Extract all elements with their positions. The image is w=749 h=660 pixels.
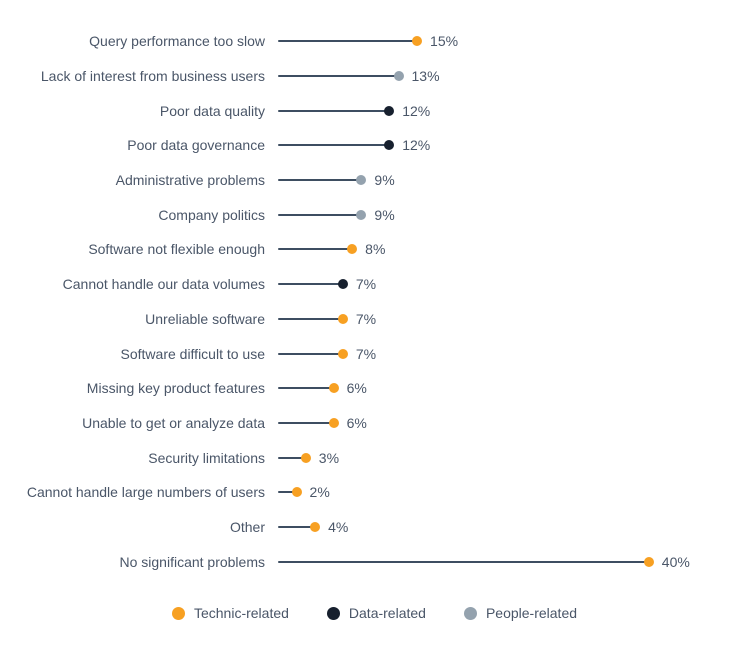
lollipop-dot-technic (300, 452, 311, 463)
lollipop-stem (278, 352, 343, 355)
category-label: Unreliable software (145, 310, 265, 327)
value-label: 7% (355, 345, 377, 362)
chart-row: Company politics 9% (0, 197, 749, 232)
lollipop-stem (278, 560, 649, 563)
lollipop-stem (278, 456, 306, 459)
value-label: 12% (402, 102, 431, 119)
chart-row: Other 4% (0, 510, 749, 545)
lollipop-dot-technic (328, 417, 339, 428)
legend-item-people: People-related (463, 605, 578, 621)
lollipop-stem (278, 40, 418, 43)
value-label: 6% (346, 414, 367, 431)
lollipop-dot-technic (337, 313, 348, 324)
value-label: 7% (355, 276, 377, 293)
legend-dot-data (326, 606, 340, 620)
chart-row: Unable to get or analyze data 6% (0, 406, 749, 441)
chart-row: Administrative problems 9% (0, 163, 749, 198)
value-label: 6% (346, 380, 367, 397)
chart-row: Cannot handle our data volumes 7% (0, 267, 749, 302)
value-label: 3% (318, 449, 340, 466)
lollipop-dot-technic (291, 487, 302, 498)
chart-row: Unreliable software 7% (0, 302, 749, 337)
lollipop-stem (278, 317, 343, 320)
legend-item-data: Data-related (326, 605, 426, 621)
chart-row: Security limitations 3% (0, 440, 749, 475)
lollipop-stem (278, 213, 362, 216)
value-label: 8% (365, 241, 386, 258)
chart-legend: Technic-related Data-related People-relate… (0, 605, 749, 621)
lollipop-dot-technic (412, 36, 423, 47)
lollipop-dot-technic (643, 556, 654, 567)
category-label: Poor data quality (159, 102, 265, 119)
category-label: Software difficult to use (120, 345, 265, 362)
lollipop-dot-technic (328, 383, 339, 394)
lollipop-dot-people (356, 209, 367, 220)
lollipop-dot-people (356, 175, 367, 186)
lollipop-stem (278, 283, 343, 286)
value-label: 2% (309, 484, 330, 501)
category-label: Company politics (158, 206, 265, 223)
chart-row: Missing key product features 6% (0, 371, 749, 406)
category-label: No significant problems (119, 553, 265, 570)
lollipop-stem (278, 525, 316, 528)
legend-label: Technic-related (193, 605, 289, 621)
value-label: 4% (328, 518, 349, 535)
value-label: 12% (402, 137, 431, 154)
chart-row: Lack of interest from business users 13% (0, 59, 749, 94)
legend-label: Data-related (348, 605, 426, 621)
lollipop-stem (278, 248, 353, 251)
legend-dot-technic (171, 606, 185, 620)
value-label: 9% (374, 172, 395, 189)
value-label: 9% (374, 206, 395, 223)
lollipop-stem (278, 491, 297, 494)
value-label: 15% (430, 33, 459, 50)
lollipop-dot-data (337, 279, 348, 290)
category-label: Missing key product features (86, 380, 265, 397)
chart-row: Software not flexible enough 8% (0, 232, 749, 267)
category-label: Cannot handle our data volumes (62, 276, 265, 293)
legend-dot-people (463, 606, 477, 620)
chart-row: Poor data governance 12% (0, 128, 749, 163)
lollipop-stem (278, 109, 390, 112)
category-label: Administrative problems (115, 172, 265, 189)
lollipop-dot-technic (337, 348, 348, 359)
category-label: Security limitations (148, 449, 265, 466)
chart-row: Software difficult to use 7% (0, 336, 749, 371)
lollipop-stem (278, 421, 334, 424)
chart-row: Query performance too slow 15% (0, 24, 749, 59)
chart-row: No significant problems 40% (0, 544, 749, 579)
lollipop-stem (278, 387, 334, 390)
chart-rows: Query performance too slow 15% Lack of int… (0, 24, 749, 579)
category-label: Software not flexible enough (88, 241, 265, 258)
lollipop-dot-data (384, 105, 395, 116)
lollipop-dot-technic (347, 244, 358, 255)
value-label: 7% (355, 310, 377, 327)
legend-label: People-related (485, 605, 578, 621)
legend-item-technic: Technic-related (171, 605, 289, 621)
lollipop-dot-technic (310, 521, 321, 532)
lollipop-stem (278, 144, 390, 147)
value-label: 13% (411, 68, 440, 85)
chart-row: Cannot handle large numbers of users 2% (0, 475, 749, 510)
lollipop-dot-people (393, 71, 404, 82)
category-label: Poor data governance (127, 137, 265, 154)
value-label: 40% (661, 553, 690, 570)
lollipop-stem (278, 179, 362, 182)
category-label: Unable to get or analyze data (82, 414, 265, 431)
chart-row: Poor data quality 12% (0, 93, 749, 128)
category-label: Query performance too slow (89, 33, 265, 50)
lollipop-dot-data (384, 140, 395, 151)
category-label: Lack of interest from business users (40, 68, 265, 85)
category-label: Other (229, 518, 265, 535)
lollipop-stem (278, 75, 399, 78)
category-label: Cannot handle large numbers of users (26, 484, 265, 501)
